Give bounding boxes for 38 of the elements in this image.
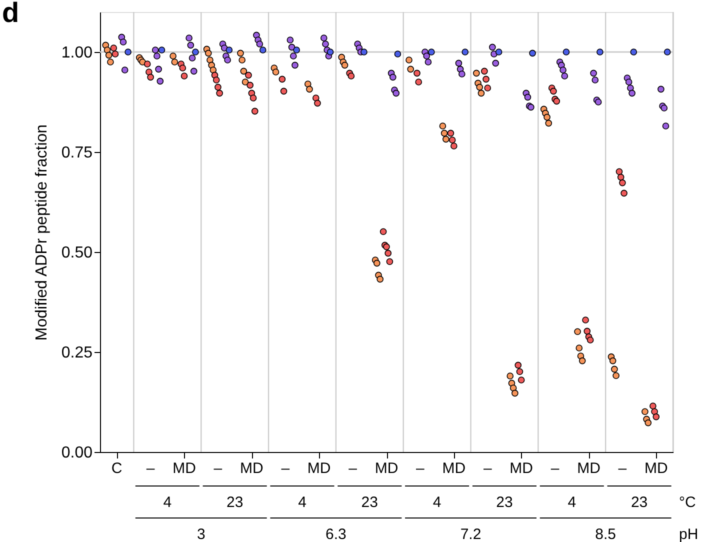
x-tick-label: C (111, 460, 122, 477)
x-tick-label: MD (374, 460, 398, 477)
text: 8.5 (595, 526, 616, 542)
text: °C (679, 494, 696, 511)
x-tick-label: – (483, 460, 492, 477)
x-tick-label: MD (307, 460, 331, 477)
text: 23 (361, 494, 378, 511)
x-tick-label: MD (644, 460, 668, 477)
x-tick-label: – (550, 460, 560, 477)
x-tick-label: MD (172, 460, 196, 477)
x-tick-label: – (214, 460, 223, 477)
x-tick-label: – (348, 460, 358, 477)
text: 23 (630, 494, 648, 511)
y-axis-title: Modified ADPr peptide fraction (33, 124, 50, 341)
x-tick-label: MD (577, 460, 601, 477)
x-tick-label: MD (442, 460, 466, 477)
text: 7.2 (460, 526, 482, 542)
text: 3 (196, 526, 206, 542)
y-tick-label: 0.00 (61, 444, 93, 462)
y-tick-label: 0.50 (61, 244, 93, 262)
chart-title: d (2, 0, 20, 28)
text: 6.3 (326, 526, 346, 542)
text: 23 (226, 494, 244, 511)
x-tick-label: MD (240, 460, 264, 477)
text: 23 (496, 494, 513, 511)
x-tick-label: – (618, 460, 628, 477)
text: 4 (163, 494, 172, 511)
x-tick-label: – (146, 460, 156, 477)
text: 4 (568, 494, 576, 511)
x-tick-label: – (416, 460, 426, 477)
y-tick-label: 0.75 (61, 144, 93, 162)
text: pH (679, 526, 698, 542)
x-tick-label: MD (510, 460, 534, 477)
y-tick-label: 0.25 (61, 344, 93, 362)
y-tick-label: 1.00 (61, 44, 93, 62)
x-tick-label: – (281, 460, 290, 477)
text: 4 (298, 494, 306, 511)
text: 4 (432, 494, 442, 511)
